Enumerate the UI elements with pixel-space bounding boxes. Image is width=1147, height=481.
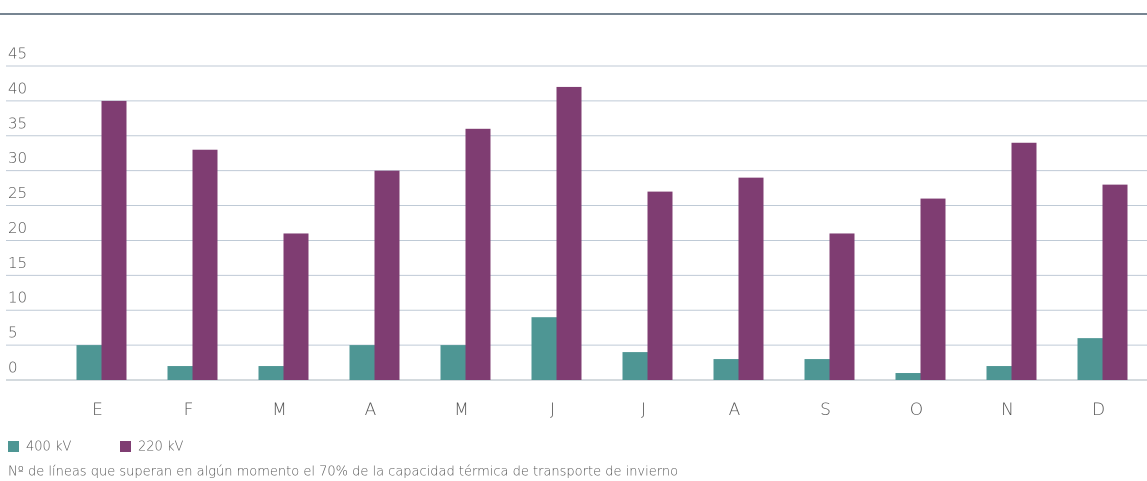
bar <box>647 191 673 380</box>
bar <box>713 359 739 380</box>
bar <box>465 128 491 380</box>
footnote: Nº de líneas que superan en algún moment… <box>8 465 678 480</box>
x-tick-label: M <box>454 400 469 420</box>
bar <box>167 366 193 380</box>
bar <box>192 149 218 380</box>
y-tick-label: 20 <box>8 219 27 237</box>
bar <box>283 233 309 380</box>
bar <box>1077 338 1103 380</box>
y-tick-label: 45 <box>8 45 27 63</box>
y-tick-label: 30 <box>8 149 27 167</box>
y-tick-label: 35 <box>8 114 27 132</box>
legend-swatch <box>8 441 19 452</box>
bar <box>76 345 102 380</box>
bar <box>829 233 855 380</box>
bar <box>738 177 764 380</box>
bar <box>101 100 127 380</box>
x-tick-label: F <box>184 400 194 420</box>
bar <box>1102 184 1128 380</box>
x-tick-label: A <box>729 400 741 420</box>
legend-label: 220 kV <box>138 440 183 455</box>
x-tick-label: E <box>92 400 103 420</box>
x-tick-label: O <box>910 400 923 420</box>
x-tick-label: J <box>550 400 555 420</box>
x-tick-label: J <box>641 400 646 420</box>
y-tick-label: 0 <box>8 359 18 377</box>
bar <box>622 352 648 380</box>
bar <box>440 345 466 380</box>
bar <box>1011 142 1037 380</box>
x-tick-label: M <box>272 400 287 420</box>
y-tick-label: 10 <box>8 289 27 307</box>
y-tick-label: 5 <box>8 324 18 342</box>
bar <box>258 366 284 380</box>
bar <box>920 198 946 380</box>
x-tick-label: S <box>820 400 831 420</box>
bar <box>804 359 830 380</box>
x-tick-label: D <box>1092 400 1105 420</box>
y-tick-label: 15 <box>8 254 27 272</box>
y-tick-label: 40 <box>8 79 27 97</box>
x-tick-label: N <box>1001 400 1014 420</box>
bar <box>531 317 557 380</box>
bar <box>374 170 400 380</box>
legend-swatch <box>120 441 131 452</box>
bar <box>556 86 582 380</box>
bar <box>349 345 375 380</box>
legend-label: 400 kV <box>26 440 71 455</box>
bar <box>895 373 921 380</box>
bar <box>986 366 1012 380</box>
x-tick-label: A <box>365 400 377 420</box>
y-tick-label: 25 <box>8 184 27 202</box>
